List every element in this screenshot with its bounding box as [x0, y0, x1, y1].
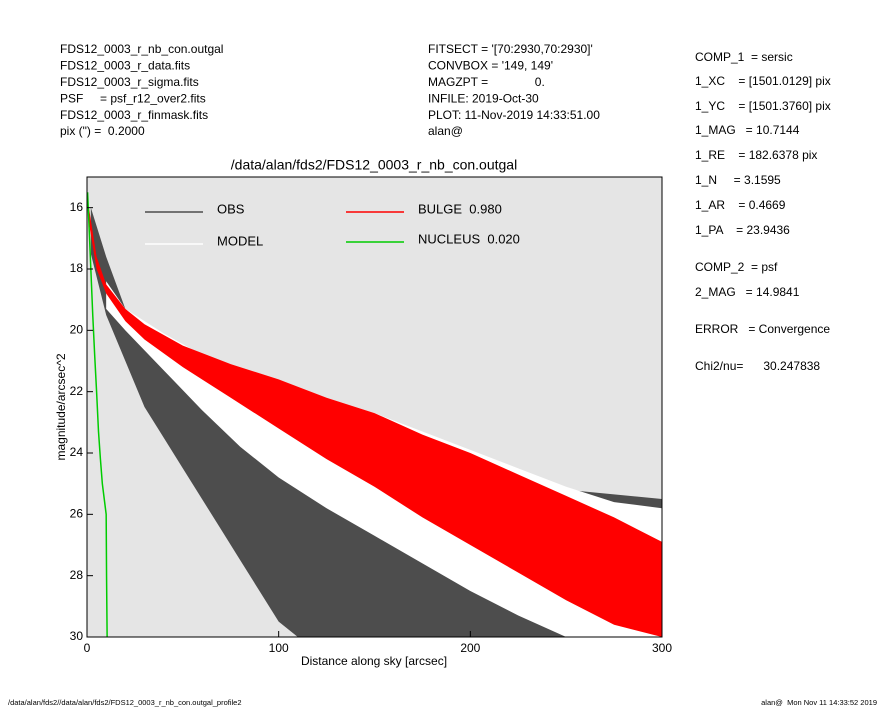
- header-setting: CONVBOX = '149, 149': [428, 59, 553, 73]
- fit-parameter: 2_MAG = 14.9841: [695, 285, 800, 299]
- y-tick-label: 30: [70, 629, 84, 643]
- x-axis-label: Distance along sky [arcsec]: [301, 654, 447, 668]
- header-setting: MAGZPT = 0.: [428, 75, 545, 89]
- header-setting: PLOT: 11-Nov-2019 14:33:51.00: [428, 108, 600, 122]
- footer-left: /data/alan/fds2//data/alan/fds2/FDS12_00…: [8, 698, 242, 707]
- y-tick-label: 28: [70, 568, 84, 582]
- y-tick-label: 18: [70, 261, 84, 275]
- y-tick-label: 24: [70, 445, 84, 459]
- x-tick-label: 300: [652, 641, 672, 655]
- y-tick-label: 26: [70, 507, 84, 521]
- fit-parameter: 1_AR = 0.4669: [695, 198, 786, 212]
- header-setting: INFILE: 2019-Oct-30: [428, 91, 539, 105]
- header-setting: alan@: [428, 124, 463, 138]
- fit-parameter: 1_PA = 23.9436: [695, 223, 790, 237]
- header-file: PSF = psf_r12_over2.fits: [60, 91, 206, 105]
- header-file: FDS12_0003_r_sigma.fits: [60, 75, 199, 89]
- data-cloud: [88, 207, 662, 637]
- footer-right: alan@ Mon Nov 11 14:33:52 2019: [761, 698, 877, 707]
- legend-label: NUCLEUS 0.020: [418, 231, 520, 246]
- fit-parameter: 1_N = 3.1595: [695, 173, 781, 187]
- x-tick-label: 0: [84, 641, 91, 655]
- chart-title: /data/alan/fds2/FDS12_0003_r_nb_con.outg…: [231, 157, 517, 173]
- header-file: FDS12_0003_r_nb_con.outgal: [60, 42, 223, 56]
- fit-parameter: ERROR = Convergence: [695, 322, 830, 336]
- y-tick-label: 22: [70, 384, 84, 398]
- header-file: pix (") = 0.2000: [60, 124, 145, 138]
- y-tick-label: 20: [70, 323, 84, 337]
- fit-parameter: COMP_1 = sersic: [695, 50, 793, 64]
- header-file: FDS12_0003_r_finmask.fits: [60, 108, 208, 122]
- legend-label: MODEL: [217, 233, 263, 248]
- plot-frame: [86, 176, 663, 638]
- header-setting: FITSECT = '[70:2930,70:2930]': [428, 42, 593, 56]
- x-tick-label: 200: [460, 641, 480, 655]
- fit-parameter: 1_YC = [1501.3760] pix: [695, 99, 831, 113]
- fit-parameter: 1_XC = [1501.0129] pix: [695, 74, 831, 88]
- header-file: FDS12_0003_r_data.fits: [60, 59, 190, 73]
- fit-parameter: 1_RE = 182.6378 pix: [695, 148, 817, 162]
- fit-parameter: 1_MAG = 10.7144: [695, 123, 800, 137]
- y-axis-label: magnitude/arcsec^2: [54, 353, 68, 460]
- fit-parameter: Chi2/nu= 30.247838: [695, 359, 820, 373]
- legend-label: OBS: [217, 201, 245, 216]
- y-tick-label: 16: [70, 200, 84, 214]
- fit-parameter: COMP_2 = psf: [695, 260, 778, 274]
- legend-label: BULGE 0.980: [418, 201, 502, 216]
- x-tick-label: 100: [269, 641, 289, 655]
